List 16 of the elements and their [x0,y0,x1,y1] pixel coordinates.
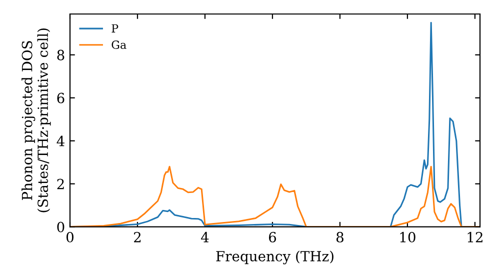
x-tick-label: 8 [336,232,344,242]
legend-label: P [112,24,118,32]
x-tick-label: 10 [400,232,416,242]
x-tick-label: 2 [134,232,141,242]
x-tick-label: 4 [200,232,209,242]
x-tick-label: 0 [66,232,74,242]
y-tick-label: 4 [56,136,64,146]
y-tick-label: 6 [57,92,64,104]
x-axis-title: Frequency (THz) [216,250,334,264]
y-tick-label: 2 [57,178,64,190]
x-tick-label: 6 [268,232,276,242]
x-tick-label: 12 [468,232,482,242]
y-axis-title: Phonon projected DOS (States/THz·primitive cell) [22,28,51,212]
y-tick-label: 0 [57,222,64,232]
legend-label: Ga [112,40,126,49]
y-tick-label: 8 [57,50,64,60]
